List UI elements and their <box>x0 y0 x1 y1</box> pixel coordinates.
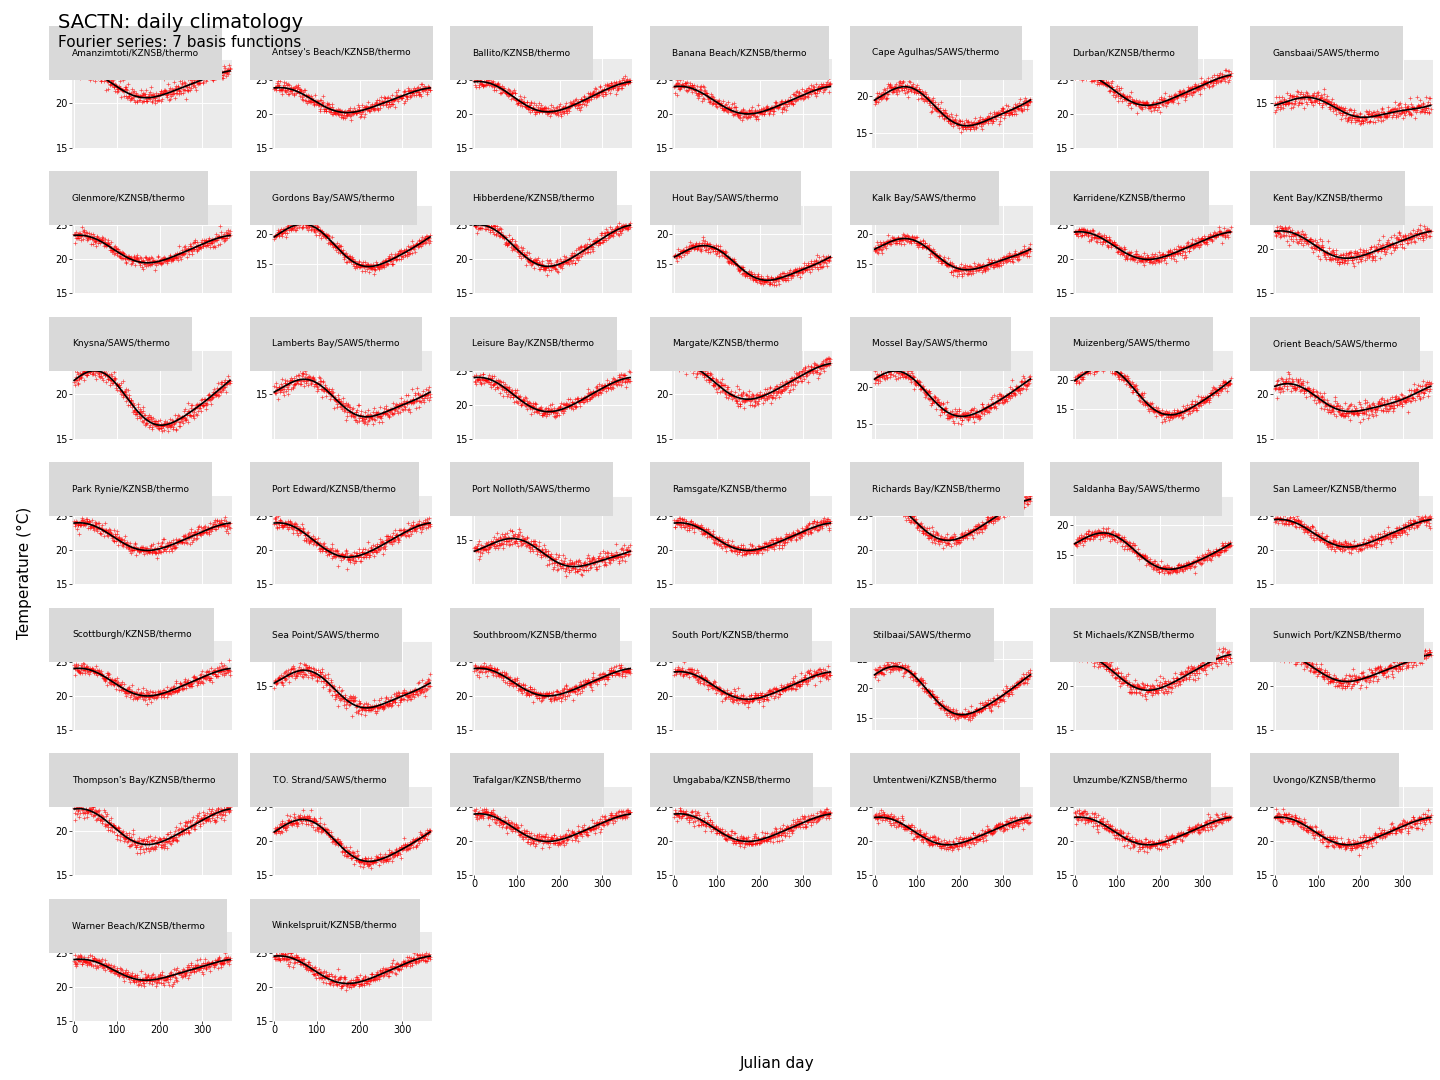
Text: Port Edward/KZNSB/thermo: Port Edward/KZNSB/thermo <box>272 485 396 494</box>
Text: Stilbaai/SAWS/thermo: Stilbaai/SAWS/thermo <box>873 631 972 639</box>
Text: Muizenberg/SAWS/thermo: Muizenberg/SAWS/thermo <box>1073 339 1191 348</box>
Text: Umzumbe/KZNSB/thermo: Umzumbe/KZNSB/thermo <box>1073 775 1188 785</box>
Text: SACTN: daily climatology: SACTN: daily climatology <box>58 13 302 32</box>
Text: Saldanha Bay/SAWS/thermo: Saldanha Bay/SAWS/thermo <box>1073 485 1200 494</box>
Text: San Lameer/KZNSB/thermo: San Lameer/KZNSB/thermo <box>1273 485 1397 494</box>
Text: South Port/KZNSB/thermo: South Port/KZNSB/thermo <box>672 631 789 639</box>
Text: Kalk Bay/SAWS/thermo: Kalk Bay/SAWS/thermo <box>873 193 976 203</box>
Text: Mossel Bay/SAWS/thermo: Mossel Bay/SAWS/thermo <box>873 339 988 348</box>
Text: Umgababa/KZNSB/thermo: Umgababa/KZNSB/thermo <box>672 775 791 785</box>
Text: Gansbaai/SAWS/thermo: Gansbaai/SAWS/thermo <box>1273 49 1380 57</box>
Text: Trafalgar/KZNSB/thermo: Trafalgar/KZNSB/thermo <box>472 775 582 785</box>
Text: Julian day: Julian day <box>740 1056 815 1071</box>
Text: Southbroom/KZNSB/thermo: Southbroom/KZNSB/thermo <box>472 631 598 639</box>
Text: Banana Beach/KZNSB/thermo: Banana Beach/KZNSB/thermo <box>672 49 806 57</box>
Text: Glenmore/KZNSB/thermo: Glenmore/KZNSB/thermo <box>72 193 186 203</box>
Text: Umtentweni/KZNSB/thermo: Umtentweni/KZNSB/thermo <box>873 775 998 785</box>
Text: Temperature (°C): Temperature (°C) <box>17 507 32 638</box>
Text: Sea Point/SAWS/thermo: Sea Point/SAWS/thermo <box>272 631 379 639</box>
Text: Sunwich Port/KZNSB/thermo: Sunwich Port/KZNSB/thermo <box>1273 631 1401 639</box>
Text: Knysna/SAWS/thermo: Knysna/SAWS/thermo <box>72 339 170 348</box>
Text: Uvongo/KZNSB/thermo: Uvongo/KZNSB/thermo <box>1273 775 1377 785</box>
Text: Warner Beach/KZNSB/thermo: Warner Beach/KZNSB/thermo <box>72 921 204 930</box>
Text: Thompson's Bay/KZNSB/thermo: Thompson's Bay/KZNSB/thermo <box>72 775 216 785</box>
Text: Winkelspruit/KZNSB/thermo: Winkelspruit/KZNSB/thermo <box>272 921 397 930</box>
Text: Leisure Bay/KZNSB/thermo: Leisure Bay/KZNSB/thermo <box>472 339 595 348</box>
Text: Scottburgh/KZNSB/thermo: Scottburgh/KZNSB/thermo <box>72 631 192 639</box>
Text: Port Nolloth/SAWS/thermo: Port Nolloth/SAWS/thermo <box>472 485 590 494</box>
Text: Richards Bay/KZNSB/thermo: Richards Bay/KZNSB/thermo <box>873 485 1001 494</box>
Text: T.O. Strand/SAWS/thermo: T.O. Strand/SAWS/thermo <box>272 775 387 785</box>
Text: Gordons Bay/SAWS/thermo: Gordons Bay/SAWS/thermo <box>272 193 395 203</box>
Text: Park Rynie/KZNSB/thermo: Park Rynie/KZNSB/thermo <box>72 485 189 494</box>
Text: Fourier series: 7 basis functions: Fourier series: 7 basis functions <box>58 35 301 50</box>
Text: Ballito/KZNSB/thermo: Ballito/KZNSB/thermo <box>472 49 570 57</box>
Text: Hibberdene/KZNSB/thermo: Hibberdene/KZNSB/thermo <box>472 193 595 203</box>
Text: Karridene/KZNSB/thermo: Karridene/KZNSB/thermo <box>1073 193 1187 203</box>
Text: Margate/KZNSB/thermo: Margate/KZNSB/thermo <box>672 339 779 348</box>
Text: Hout Bay/SAWS/thermo: Hout Bay/SAWS/thermo <box>672 193 779 203</box>
Text: Durban/KZNSB/thermo: Durban/KZNSB/thermo <box>1073 49 1175 57</box>
Text: Antsey's Beach/KZNSB/thermo: Antsey's Beach/KZNSB/thermo <box>272 49 410 57</box>
Text: Ramsgate/KZNSB/thermo: Ramsgate/KZNSB/thermo <box>672 485 788 494</box>
Text: St Michaels/KZNSB/thermo: St Michaels/KZNSB/thermo <box>1073 631 1194 639</box>
Text: Cape Agulhas/SAWS/thermo: Cape Agulhas/SAWS/thermo <box>873 49 999 57</box>
Text: Orient Beach/SAWS/thermo: Orient Beach/SAWS/thermo <box>1273 339 1397 348</box>
Text: Lamberts Bay/SAWS/thermo: Lamberts Bay/SAWS/thermo <box>272 339 400 348</box>
Text: Amanzimtoti/KZNSB/thermo: Amanzimtoti/KZNSB/thermo <box>72 49 199 57</box>
Text: Kent Bay/KZNSB/thermo: Kent Bay/KZNSB/thermo <box>1273 193 1382 203</box>
